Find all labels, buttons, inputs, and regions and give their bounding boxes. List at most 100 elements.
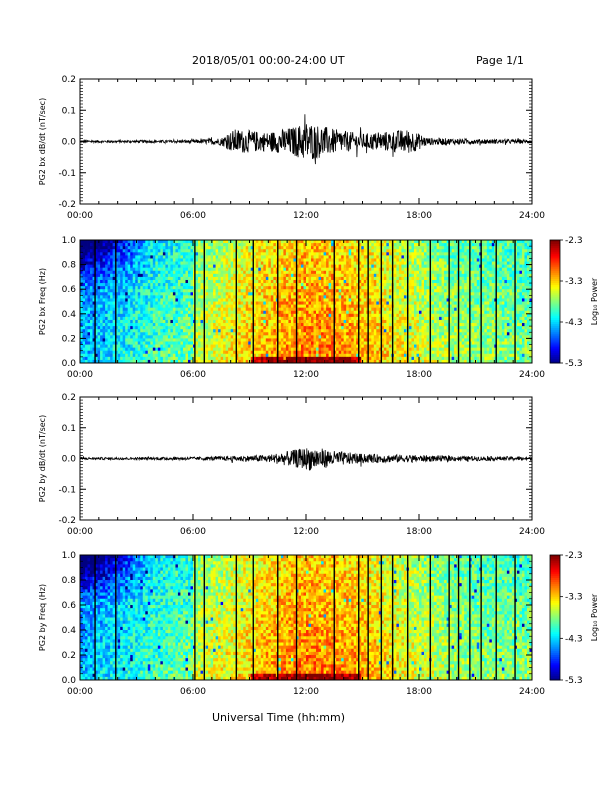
x-tick-label: 00:00 (67, 527, 93, 537)
colorbar-segment (550, 613, 560, 616)
colorbar-segment (550, 623, 560, 627)
colorbar-segment (550, 291, 560, 294)
y-tick-label: 0.6 (62, 601, 77, 611)
colorbar-segment (550, 605, 560, 608)
colorbar-segment (550, 348, 560, 352)
colorbar-segment (550, 573, 560, 577)
colorbar-segment (550, 661, 560, 664)
colorbar-segment (550, 266, 560, 270)
colorbar-segment (550, 563, 560, 566)
colorbar-segment (550, 340, 560, 343)
y-tick-label: 0.4 (62, 626, 77, 636)
x-tick-label: 24:00 (519, 370, 545, 380)
colorbar-segment (550, 307, 560, 311)
x-tick-label: 06:00 (180, 687, 206, 697)
colorbar-segment (550, 322, 560, 325)
y-tick-label: 0.8 (62, 576, 77, 586)
colorbar-segment (550, 634, 560, 637)
colorbar-segment (550, 596, 560, 600)
colorbar-segment (550, 630, 560, 633)
colorbar-segment (550, 256, 560, 259)
y-tick-label: -0.1 (58, 485, 76, 495)
colorbar-segment (550, 342, 560, 346)
x-tick-label: 06:00 (180, 527, 206, 537)
y-tick-label: 0.2 (62, 334, 76, 344)
colorbar-segment (550, 615, 560, 618)
y-tick-label: 0.8 (62, 261, 77, 271)
colorbar-segment (550, 354, 560, 358)
colorbar-segment (550, 655, 560, 658)
colorbar-segment (550, 262, 560, 266)
colorbar-segment (550, 590, 560, 593)
colorbar-segment (550, 598, 560, 602)
colorbar-segment (550, 675, 560, 679)
colorbar-segment (550, 276, 560, 280)
colorbar-segment (550, 636, 560, 639)
y-axis-label: PG2 bx Freq (Hz) (38, 268, 47, 335)
colorbar-segment (550, 287, 560, 290)
colorbar-segment (550, 346, 560, 350)
colorbar-segment (550, 642, 560, 646)
colorbar-segment (550, 638, 560, 641)
colorbar-segment (550, 285, 560, 288)
colorbar-segment (550, 657, 560, 660)
colorbar-segment (550, 248, 560, 251)
colorbar-segment (550, 281, 560, 284)
colorbar-tick-label: -3.3 (565, 593, 583, 603)
colorbar-segment (550, 663, 560, 666)
x-tick-label: 06:00 (180, 370, 206, 380)
colorbar-segment (550, 338, 560, 341)
colorbar-segment (550, 611, 560, 614)
x-tick-label: 00:00 (67, 370, 93, 380)
x-tick-label: 18:00 (406, 687, 432, 697)
colorbar-segment (550, 252, 560, 255)
colorbar-segment (550, 617, 560, 621)
colorbar-segment (550, 561, 560, 564)
colorbar-segment (550, 313, 560, 317)
page-indicator: Page 1/1 (476, 54, 524, 67)
colorbar-segment (550, 646, 560, 650)
y-tick-label: 0.2 (62, 75, 76, 85)
colorbar-segment (550, 602, 560, 606)
colorbar-segment (550, 360, 560, 364)
x-tick-label: 24:00 (519, 527, 545, 537)
colorbar-segment (550, 580, 560, 583)
x-tick-label: 12:00 (293, 211, 319, 221)
colorbar-segment (550, 559, 560, 562)
colorbar-segment (550, 297, 560, 300)
colorbar-segment (550, 311, 560, 315)
colorbar-segment (550, 324, 560, 327)
y-tick-label: 0.2 (62, 393, 76, 403)
colorbar-segment (550, 652, 560, 656)
colorbar-segment (550, 334, 560, 337)
colorbar-segment (550, 667, 560, 671)
colorbar-segment (550, 270, 560, 274)
colorbar-segment (550, 555, 560, 558)
y-axis-label: PG2 bx dB/dt (nT/sec) (38, 98, 47, 185)
colorbar-segment (550, 627, 560, 631)
colorbar-segment (550, 250, 560, 253)
colorbar-segment (550, 268, 560, 272)
y-tick-label: 0.0 (62, 359, 77, 369)
y-tick-label: 0.6 (62, 285, 77, 295)
colorbar-segment (550, 600, 560, 604)
colorbar-segment (550, 619, 560, 623)
y-tick-label: 0.1 (62, 424, 76, 434)
colorbar-segment (550, 669, 560, 673)
colorbar-label: Log₁₀ Power (590, 277, 599, 325)
colorbar-segment (550, 344, 560, 348)
colorbar-segment (550, 352, 560, 356)
colorbar-segment (550, 274, 560, 278)
colorbar-segment (550, 586, 560, 589)
colorbar-segment (550, 289, 560, 292)
x-tick-label: 12:00 (293, 527, 319, 537)
x-tick-label: 12:00 (293, 687, 319, 697)
y-tick-label: 1.0 (62, 236, 77, 246)
colorbar-segment (550, 264, 560, 268)
y-tick-label: -0.1 (58, 169, 76, 179)
colorbar-segment (550, 588, 560, 591)
colorbar-segment (550, 609, 560, 612)
colorbar-tick-label: -4.3 (565, 634, 583, 644)
y-axis-label: PG2 by dB/dt (nT/sec) (38, 415, 47, 502)
